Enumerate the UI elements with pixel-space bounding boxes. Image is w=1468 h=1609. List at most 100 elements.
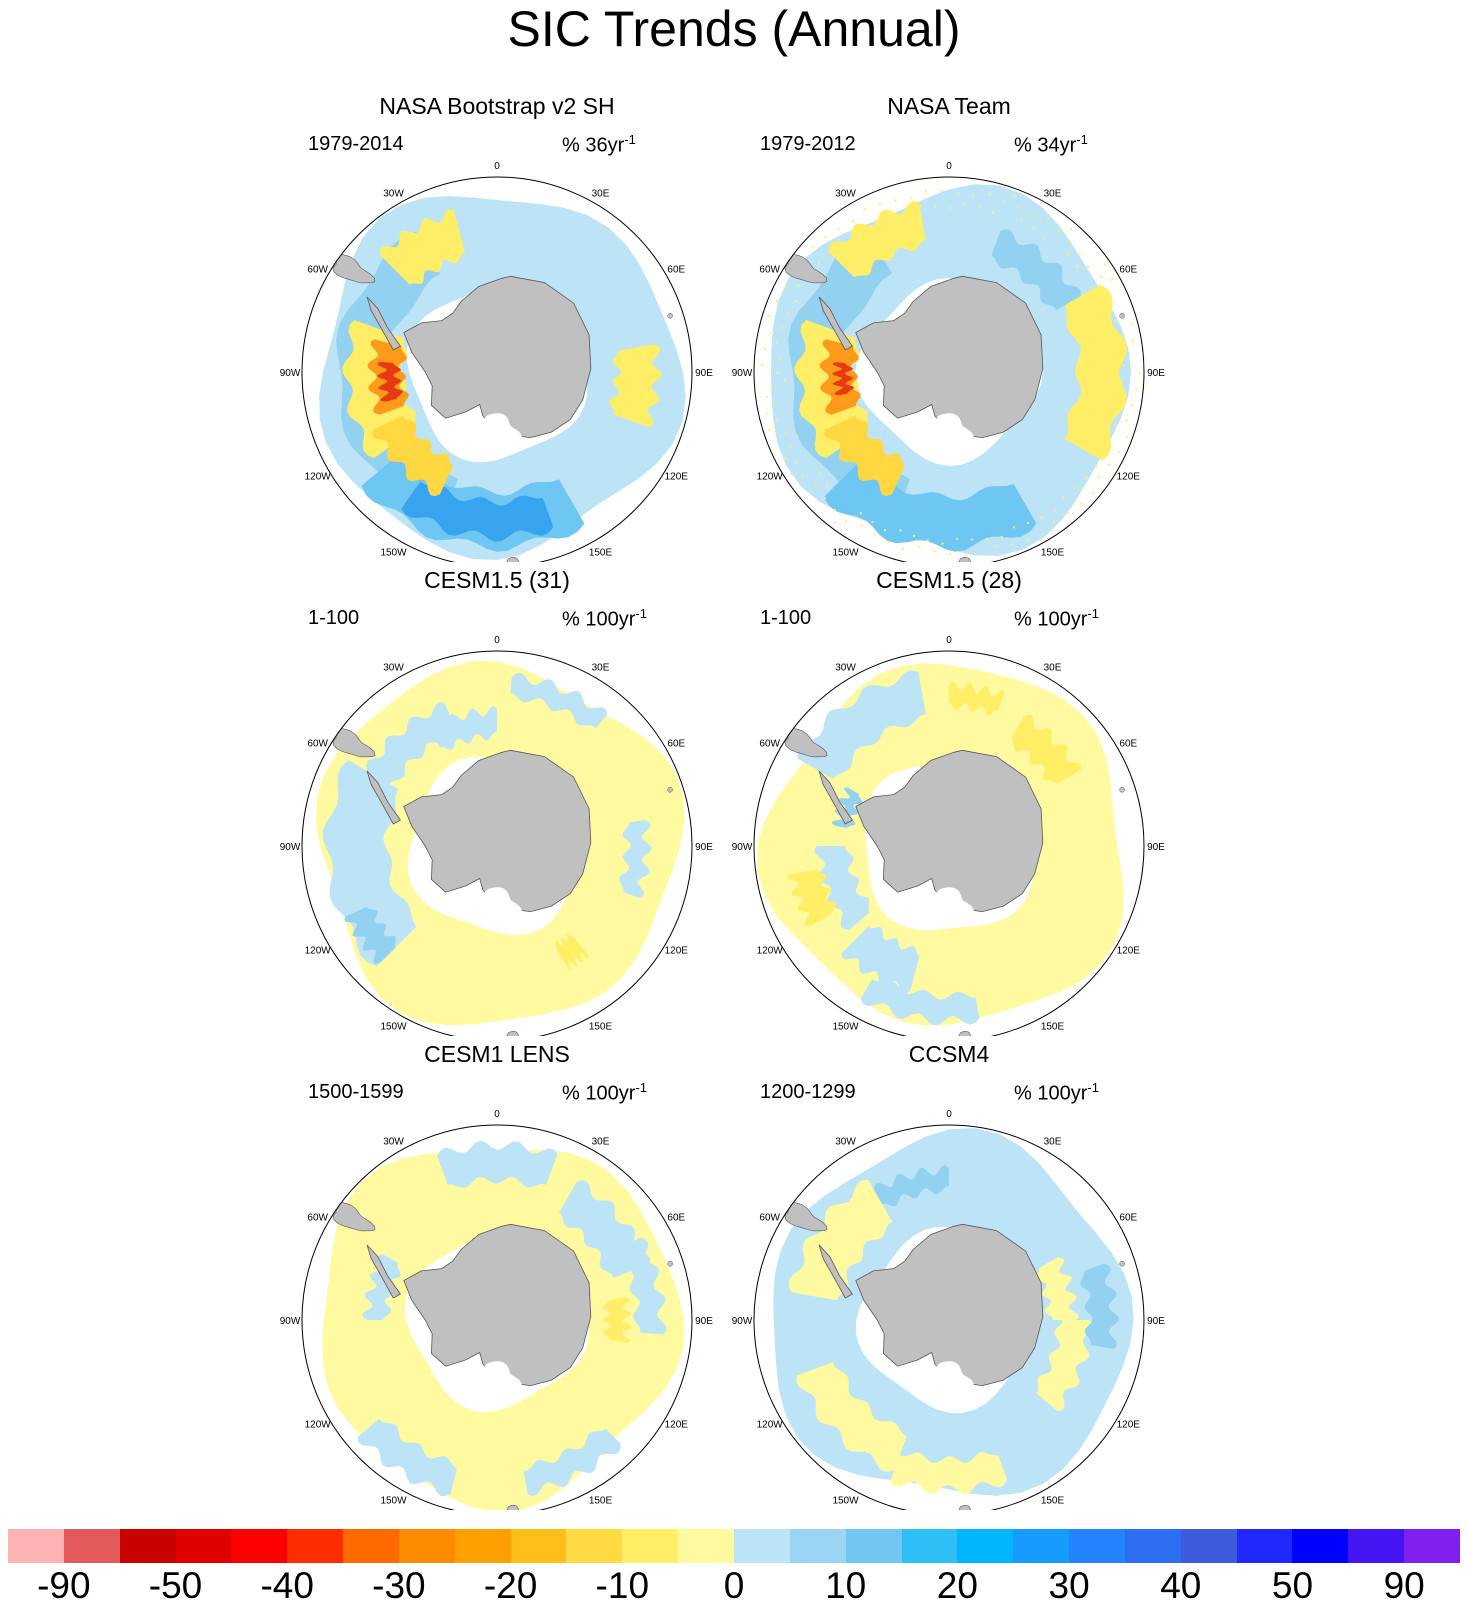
longitude-label: 120W [305,1420,332,1431]
polar-map: 030E60E90E120E150E180150W120W90W60W30W [732,635,1165,1036]
speckle [1042,533,1044,536]
trend-contour-region [357,1418,458,1497]
trend-contour-region [823,463,1037,552]
longitude-label: 60W [307,739,328,750]
speckle [776,372,778,374]
speckle [1103,263,1106,266]
longitude-label: 30E [1044,1137,1062,1148]
ross-sea-notch [478,1361,522,1392]
colorbar-swatch [789,1529,847,1563]
antarctica-landmass [855,275,1044,439]
longitude-label: 150E [1041,1495,1065,1506]
speckle [1026,538,1029,541]
period-label: 1979-2014 [308,133,404,155]
antarctica-landmass [403,275,592,439]
colorbar-swatch [119,1529,177,1563]
speckle [1122,364,1125,367]
speckle [1100,301,1103,304]
speckle [769,332,772,335]
units-base: % 34yr [1014,134,1077,157]
colorbar-tick-label: 10 [825,1565,867,1606]
speckle [852,220,855,223]
speckle [814,484,817,487]
map-boundary [301,1124,693,1510]
speckle [879,202,881,205]
trend-contour-region [860,979,980,1026]
speckle [1110,278,1113,281]
trend-contour-region [796,1362,907,1472]
period-label: 1500-1599 [308,1081,404,1103]
ross-sea-notch [478,413,522,444]
antarctic-peninsula [818,1244,853,1299]
colorbar-swatch [454,1529,512,1563]
speckle [985,538,988,540]
speckle [1095,465,1098,468]
longitude-label: 0 [494,161,500,172]
polar-map: 030E60E90E120E150E180150W120W90W60W30W [732,161,1165,562]
speckle [768,428,771,431]
speckle [1066,512,1069,515]
antarctic-peninsula [366,770,401,825]
speckle [1104,315,1106,318]
island [1119,313,1125,319]
speckle [1120,379,1123,382]
speckle [1135,388,1138,391]
colorbar-swatch [1292,1529,1349,1563]
antarctica-landmass [403,749,592,913]
longitude-label: 60W [759,1213,780,1224]
colorbar-tick-label: -10 [595,1565,650,1606]
longitude-label: 30W [835,663,856,674]
speckle [1076,265,1079,268]
speckle [1079,502,1082,505]
speckle [765,396,768,399]
speckle [1106,290,1108,293]
speckle [941,542,944,545]
speckle [1087,266,1089,269]
trend-contour-region [991,229,1081,311]
longitude-label: 150E [589,547,613,558]
speckle [1130,323,1133,326]
longitude-label: 30W [383,1137,404,1148]
map-boundary [301,650,693,1036]
longitude-label: 0 [946,1109,952,1120]
trend-contour-region [949,681,1005,716]
new-zealand-tip [504,557,524,562]
speckle [837,238,840,241]
units-base: % 100yr [562,1082,636,1105]
antarctic-peninsula [366,1244,401,1299]
speckle [904,206,907,209]
trend-contour-region [362,1254,401,1320]
map-boundary [753,650,1145,1036]
island [667,1261,673,1267]
trend-contour-region [602,1297,632,1343]
speckle [774,402,777,405]
speckle [764,347,767,350]
speckle [963,202,966,205]
colorbar-swatch [734,1529,791,1563]
period-label: 1-100 [760,607,812,629]
speckle [787,313,790,316]
colorbar-swatch [8,1529,65,1563]
colorbar-swatch [1069,1529,1126,1563]
speckle [790,473,793,475]
map-boundary [301,176,693,562]
colorbar-tick-label: -50 [148,1565,203,1606]
speckle [1046,218,1049,221]
speckle [1011,543,1014,545]
speckle [941,190,944,193]
longitude-label: 30W [835,189,856,200]
speckle [871,521,874,523]
colorbar-labels: -90 -50 -40 -30 -20 -10 0 10 20 30 40 50 90 [8,1566,1460,1606]
speckle [964,554,967,557]
longitude-label: 60E [667,1213,685,1224]
speckle [988,193,991,196]
longitude-label: 90W [280,842,301,853]
speckle [780,327,783,329]
longitude-label: 150W [832,1021,859,1032]
longitude-label: 90W [732,1316,753,1327]
speckle [824,236,827,239]
longitude-label: 60W [759,265,780,276]
panel-title: CESM1.5 (28) [876,567,1022,593]
speckle [789,446,792,449]
trend-contour-region [618,820,652,898]
